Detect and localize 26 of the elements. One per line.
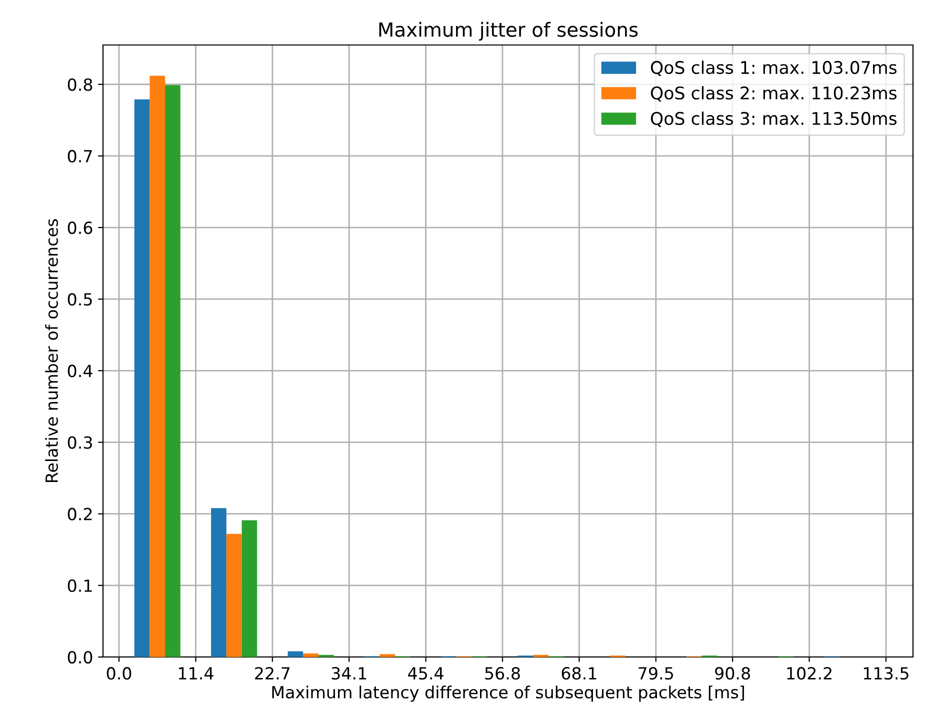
- x-tick-label: 11.4: [178, 667, 214, 680]
- x-tick-label: 113.5: [864, 667, 908, 680]
- x-tick-label: 68.1: [562, 667, 596, 680]
- x-tick-label: 34.1: [332, 667, 366, 680]
- y-tick-label: 0.6: [68, 221, 92, 234]
- y-tick-label: 0.0: [68, 650, 92, 664]
- y-tick-label: 0.2: [68, 508, 92, 520]
- y-axis-title: Relative number of occurrences: [45, 219, 58, 482]
- legend-label: QoS class 2: max. 110.23ms: [650, 86, 897, 102]
- y-tick-label: 0.5: [68, 293, 92, 306]
- y-tick-label: 0.4: [68, 364, 92, 378]
- x-tick-label: 0.0: [106, 667, 132, 680]
- x-tick-label: 56.8: [485, 667, 520, 680]
- legend-label: QoS class 3: max. 113.50ms: [650, 112, 897, 128]
- y-tick-label: 0.1: [68, 579, 92, 592]
- x-tick-label: 79.5: [638, 667, 673, 680]
- x-tick-label: 45.4: [408, 667, 444, 680]
- x-tick-label: 102.2: [787, 667, 832, 680]
- y-tick-label: 0.3: [68, 436, 92, 449]
- legend-label: QoS class 1: max. 103.07ms: [650, 60, 897, 76]
- y-tick-label: 0.8: [68, 78, 92, 91]
- x-tick-label: 22.7: [255, 667, 290, 680]
- x-axis-title: Maximum latency difference of subsequent packets [ms]: [272, 686, 744, 702]
- chart-title: Maximum jitter of sessions: [379, 22, 638, 41]
- y-tick-label: 0.7: [68, 150, 92, 163]
- x-tick-label: 90.8: [715, 667, 750, 680]
